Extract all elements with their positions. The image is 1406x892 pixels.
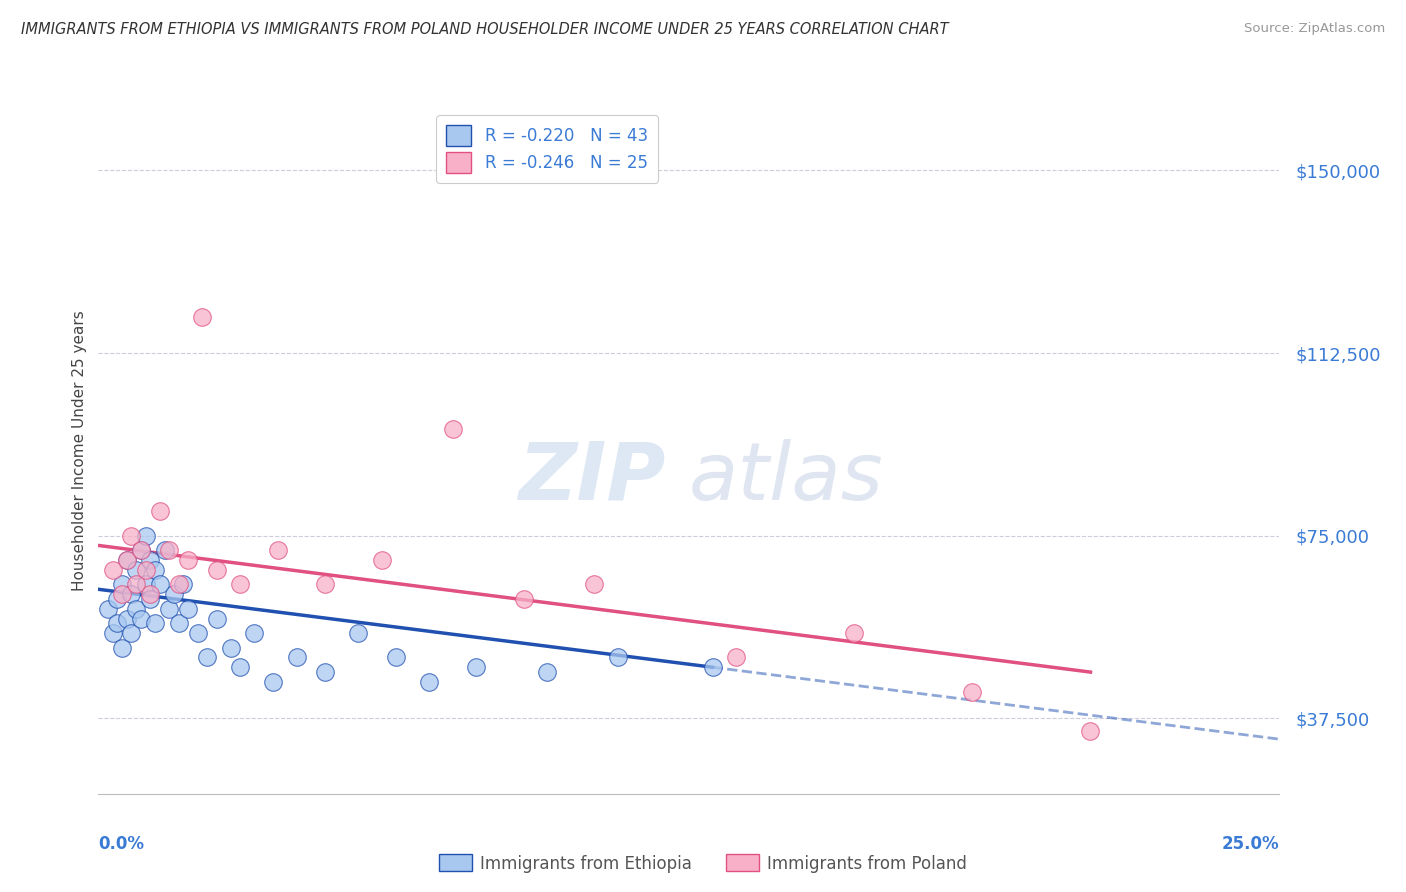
Point	[172, 577, 194, 591]
Point	[465, 660, 488, 674]
Point	[243, 626, 266, 640]
Point	[314, 577, 336, 591]
Point	[129, 543, 152, 558]
Point	[143, 616, 166, 631]
Text: IMMIGRANTS FROM ETHIOPIA VS IMMIGRANTS FROM POLAND HOUSEHOLDER INCOME UNDER 25 Y: IMMIGRANTS FROM ETHIOPIA VS IMMIGRANTS F…	[21, 22, 949, 37]
Point	[139, 553, 162, 567]
Point	[97, 601, 120, 615]
Point	[1080, 723, 1102, 738]
Point	[101, 563, 124, 577]
Point	[135, 577, 157, 591]
Point	[139, 587, 162, 601]
Point	[121, 587, 143, 601]
Point	[418, 674, 440, 689]
Point	[129, 611, 152, 625]
Point	[101, 626, 124, 640]
Point	[702, 660, 724, 674]
Point	[125, 563, 148, 577]
Legend: R = -0.220   N = 43, R = -0.246   N = 25: R = -0.220 N = 43, R = -0.246 N = 25	[436, 115, 658, 183]
Point	[121, 626, 143, 640]
Point	[157, 601, 180, 615]
Point	[125, 577, 148, 591]
Point	[111, 587, 134, 601]
Point	[347, 626, 370, 640]
Point	[177, 601, 200, 615]
Legend: Immigrants from Ethiopia, Immigrants from Poland: Immigrants from Ethiopia, Immigrants fro…	[432, 847, 974, 880]
Point	[115, 553, 138, 567]
Point	[129, 543, 152, 558]
Text: Source: ZipAtlas.com: Source: ZipAtlas.com	[1244, 22, 1385, 36]
Point	[229, 660, 252, 674]
Text: 0.0%: 0.0%	[98, 835, 145, 853]
Point	[385, 650, 408, 665]
Point	[135, 563, 157, 577]
Text: atlas: atlas	[689, 439, 884, 517]
Point	[115, 611, 138, 625]
Point	[167, 616, 190, 631]
Point	[536, 665, 558, 679]
Point	[105, 592, 128, 607]
Point	[962, 684, 984, 698]
Point	[163, 587, 186, 601]
Point	[583, 577, 606, 591]
Point	[105, 616, 128, 631]
Point	[111, 640, 134, 655]
Point	[512, 592, 534, 607]
Point	[149, 577, 172, 591]
Point	[149, 504, 172, 518]
Point	[267, 543, 290, 558]
Point	[262, 674, 284, 689]
Y-axis label: Householder Income Under 25 years: Householder Income Under 25 years	[72, 310, 87, 591]
Point	[844, 626, 866, 640]
Point	[125, 601, 148, 615]
Point	[314, 665, 336, 679]
Point	[167, 577, 190, 591]
Point	[143, 563, 166, 577]
Point	[607, 650, 630, 665]
Point	[205, 563, 228, 577]
Point	[191, 310, 214, 324]
Point	[177, 553, 200, 567]
Point	[139, 592, 162, 607]
Point	[195, 650, 218, 665]
Point	[111, 577, 134, 591]
Point	[115, 553, 138, 567]
Point	[121, 529, 143, 543]
Point	[153, 543, 176, 558]
Point	[229, 577, 252, 591]
Text: ZIP: ZIP	[517, 439, 665, 517]
Point	[187, 626, 209, 640]
Point	[157, 543, 180, 558]
Point	[205, 611, 228, 625]
Text: 25.0%: 25.0%	[1222, 835, 1279, 853]
Point	[219, 640, 242, 655]
Point	[285, 650, 308, 665]
Point	[725, 650, 748, 665]
Point	[371, 553, 394, 567]
Point	[135, 529, 157, 543]
Point	[441, 421, 464, 435]
